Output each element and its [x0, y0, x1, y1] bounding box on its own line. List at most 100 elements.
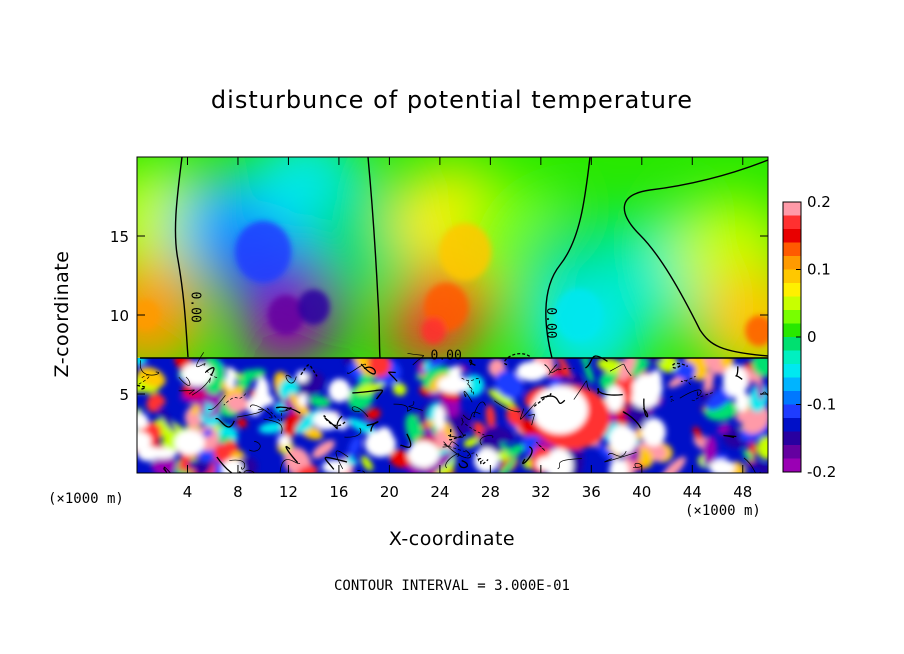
y-tick-label: 10: [110, 307, 129, 325]
x-tick: 48: [733, 157, 752, 501]
lower-blob: [289, 393, 313, 420]
contour-line: [243, 470, 255, 473]
lower-blob: [506, 444, 524, 458]
contour-label: 0.00: [187, 291, 202, 322]
contour-labels: 0.00 0.00 0.00: [187, 291, 558, 363]
lower-white: [137, 431, 152, 451]
x-tick-label: 32: [531, 483, 550, 501]
lower-blob: [258, 421, 287, 434]
lower-blobs: [137, 358, 768, 473]
contour-interval: CONTOUR INTERVAL = 3.000E-01: [333, 578, 570, 594]
contour-line: [323, 415, 347, 427]
colorbar-swatch: [783, 391, 801, 405]
contour-line: [208, 395, 226, 411]
contour-line: [573, 380, 591, 400]
x-tick: 4: [183, 157, 192, 501]
lower-white: [407, 440, 440, 468]
contour-line: [545, 157, 591, 359]
contour-line: [388, 371, 398, 382]
colorbar-tick: 0.1: [796, 261, 831, 279]
lower-blob: [355, 382, 385, 395]
contour-line: [449, 429, 466, 441]
x-tick: 28: [481, 157, 500, 501]
lower-white: [641, 417, 666, 447]
colorbar-tick: 0.2: [796, 193, 831, 211]
z-unit-label: (×1000 m): [48, 491, 124, 507]
lower-blob: [236, 417, 248, 428]
upper-field: [137, 157, 768, 358]
x-tick: 8: [233, 157, 243, 501]
contour-line: [347, 363, 366, 374]
lower-white: [709, 459, 735, 473]
lower-white: [364, 430, 396, 458]
contour-line: [393, 403, 412, 412]
lower-blob: [354, 358, 373, 376]
contour-line: [263, 418, 283, 434]
lower-blob: [496, 456, 517, 473]
contour-line: [137, 374, 150, 386]
contour-line: [723, 434, 737, 439]
contour-line: [408, 401, 423, 411]
contour-line: [622, 411, 642, 429]
contour-line: [536, 442, 545, 451]
lower-white: [631, 386, 654, 408]
contour-line: [275, 406, 301, 414]
contour-line: [494, 400, 521, 413]
contour-line: [178, 389, 195, 395]
contour-line: [735, 366, 743, 380]
lower-blob: [157, 407, 177, 432]
colorbar-swatch: [783, 296, 801, 311]
contour-line: [671, 362, 688, 369]
field-blob: [137, 259, 206, 358]
lower-blob: [392, 382, 407, 396]
colorbar-swatch: [783, 404, 801, 419]
lower-blob: [556, 358, 572, 379]
contour-line: [344, 427, 362, 438]
contour-line: [367, 157, 381, 359]
lower-white-region: [531, 385, 588, 434]
contour-line: [681, 375, 696, 386]
contour-lines: [137, 157, 768, 473]
contour-line: [607, 451, 627, 457]
contour-line: [366, 421, 379, 432]
colorbar-swatch: [783, 256, 801, 270]
field-core: [745, 315, 768, 347]
lower-blob: [345, 456, 358, 466]
lower-white: [296, 370, 309, 383]
field-core: [421, 317, 446, 344]
lower-blob: [202, 429, 213, 437]
y-axis-label: Z-coordinate: [51, 250, 73, 378]
contour-line: [522, 446, 533, 465]
contour-line: [533, 393, 552, 408]
lower-blob: [485, 404, 496, 430]
contour-line: [351, 406, 369, 417]
field-core: [267, 295, 304, 335]
lower-white: [298, 393, 308, 407]
contour-line: [443, 444, 469, 454]
colorbar-ticks: 0.2 0.1 0 -0.1 -0.2: [796, 193, 836, 481]
lower-white: [545, 448, 573, 473]
colorbar-tick-label: -0.1: [807, 396, 836, 414]
contour-line: [460, 417, 485, 436]
contour-line: [400, 433, 412, 448]
field-core: [297, 289, 330, 325]
contour-label: 0.00: [543, 307, 558, 338]
x-tick: 16: [329, 157, 348, 501]
contour-line: [528, 413, 535, 426]
contour-line: [669, 395, 675, 402]
contour-line: [604, 451, 637, 463]
lower-blob: [637, 447, 653, 468]
y-tick-label: 5: [119, 386, 129, 404]
contour-line: [679, 389, 702, 399]
contour-line: [324, 456, 348, 470]
lower-blob: [644, 358, 664, 364]
lower-white: [328, 378, 351, 403]
colorbar-swatch: [783, 364, 801, 378]
contour-line: [520, 402, 537, 420]
lower-field: [137, 358, 768, 473]
colorbar-tick: -0.2: [796, 463, 836, 481]
contour-line: [352, 389, 384, 400]
x-tick-label: 40: [632, 483, 651, 501]
lower-blob: [741, 405, 768, 434]
lower-blob: [675, 361, 696, 381]
